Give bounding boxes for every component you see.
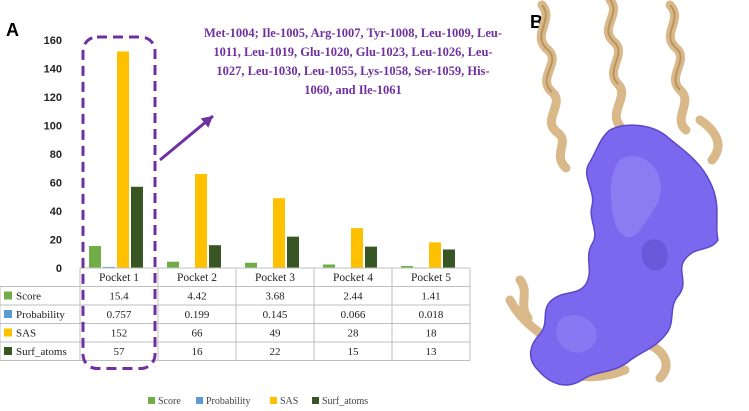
table-cell-value: 3.68 [265,291,285,303]
bar-score [401,265,413,268]
bar-score [89,246,101,268]
table-cell-value: 4.42 [187,291,206,303]
table-cell-value: 18 [426,328,438,340]
bar-sas [351,228,363,268]
bar-sas [195,173,207,268]
bar-sas [117,51,129,269]
bar-surf-atoms [443,249,455,268]
table-cell-value: 49 [270,328,282,340]
legend-label: SAS [280,396,298,407]
arrow-to-residues-head [200,116,213,128]
y-tick-label: 140 [44,64,62,76]
table-row-label: SAS [16,328,36,340]
arrow-to-residues [159,114,214,162]
table-cell-value: 1.41 [421,291,440,303]
table-row-label: Score [16,291,41,303]
bar-surf-atoms [131,186,143,268]
table-cell-value: 0.145 [263,309,288,321]
panel-label-a: A [6,20,19,40]
legend-swatch-surf-atoms [312,397,319,404]
pocket-bar-chart: 0 20 40 60 80 100 120 140 160 Pocket 1 Pocket 2 Poc… [0,35,471,407]
bar-surf-atoms [365,246,377,268]
table-cell-value: 66 [192,328,204,340]
legend-label: Surf_atoms [322,396,368,407]
legend-label: Score [158,396,181,407]
table-cell-value: 28 [348,328,360,340]
bar-surf-atoms [209,245,221,268]
y-tick-label: 20 [50,235,62,247]
x-category-label: Pocket 2 [177,272,217,284]
table-row-label: Surf_atoms [16,346,67,358]
bar-score [323,264,335,268]
binding-residues-annotation: Met-1004; Ile-1005, Arg-1007, Tyr-1008, … [204,26,502,97]
bar-probability [103,266,115,268]
x-category-label: Pocket 1 [99,272,139,284]
y-tick-label: 40 [50,206,62,218]
y-tick-label: 0 [56,263,62,275]
table-legend-swatch-surf-atoms [4,347,12,355]
protein-pocket-structure-image [505,0,723,386]
legend-swatch-sas [270,397,277,404]
table-cell-value: 2.44 [343,291,363,303]
y-tick-label: 60 [50,178,62,190]
legend-label: Probability [206,396,250,407]
table-cell-value: 0.757 [107,309,132,321]
bar-sas [429,242,441,268]
bar-surf-atoms [287,236,299,268]
legend-swatch-probability [196,397,203,404]
table-row-label: Probability [16,309,65,321]
y-tick-label: 100 [44,121,62,133]
y-tick-label: 80 [50,149,62,161]
table-cell-value: 16 [192,346,204,358]
x-category-label: Pocket 3 [255,272,295,284]
x-category-label: Pocket 4 [333,272,373,284]
legend-swatch-score [148,397,155,404]
table-cell-value: 0.018 [419,309,444,321]
x-category-label: Pocket 5 [411,272,451,284]
table-cell-value: 15.4 [109,291,129,303]
y-tick-label: 160 [44,35,62,47]
table-legend-swatch-score [4,291,12,300]
pocket-1-highlight-box [81,35,157,370]
bar-sas [273,198,285,268]
bar-score [245,262,257,268]
table-legend-swatch-probability [4,310,12,318]
table-cell-value: 15 [348,346,360,358]
table-cell-value: 13 [426,346,438,358]
table-cell-value: 0.199 [185,309,210,321]
bar-score [167,261,179,268]
table-cell-value: 22 [270,346,281,358]
table-cell-value: 57 [114,346,126,358]
table-cell-value: 152 [111,328,128,340]
y-tick-label: 120 [44,92,62,104]
table-legend-swatch-sas [4,328,12,337]
table-cell-value: 0.066 [341,309,366,321]
